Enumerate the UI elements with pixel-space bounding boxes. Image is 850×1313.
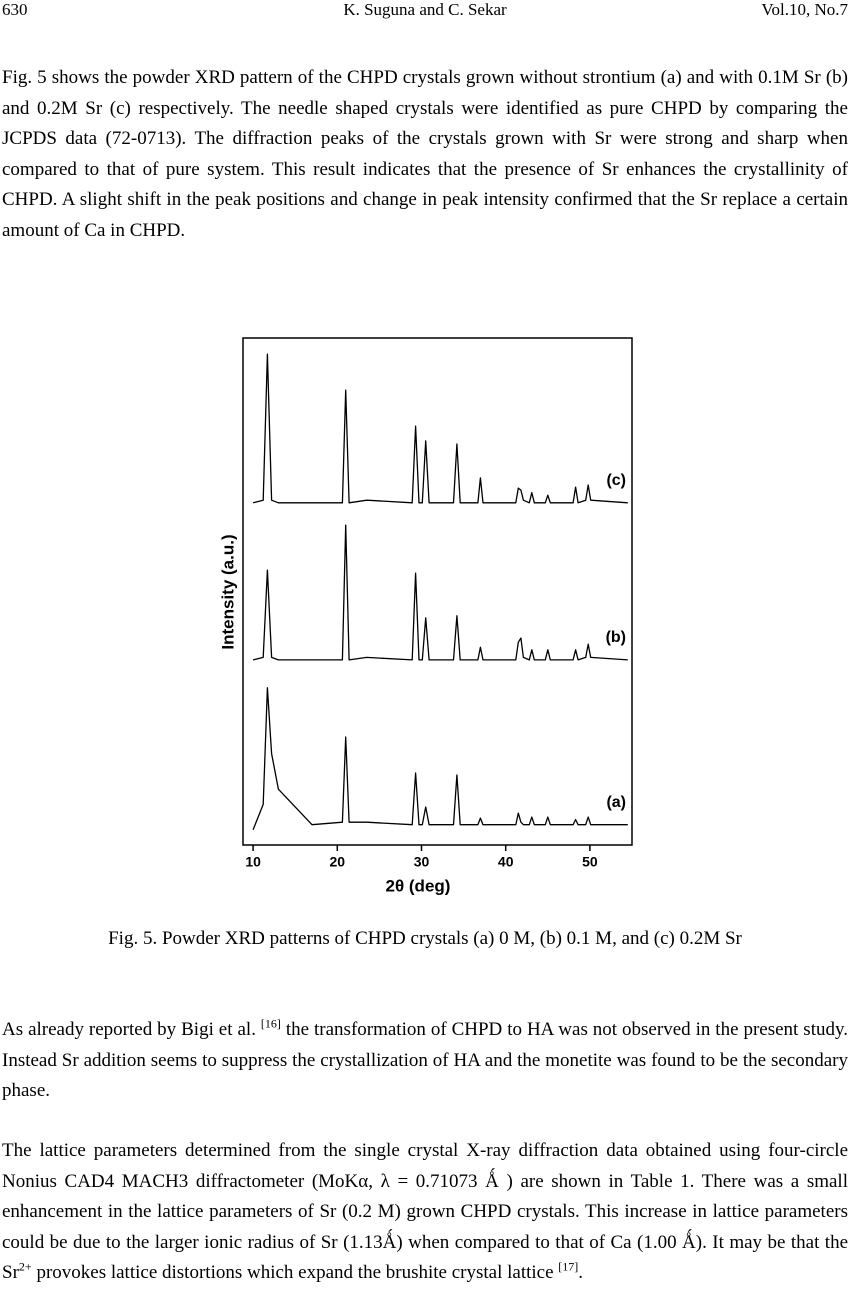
paragraph: As already reported by Bigi et al. [16] … [2, 1015, 848, 1107]
text: Fig. 5 shows the powder XRD pattern of t… [2, 67, 848, 241]
text: As already reported by Bigi et al. [2, 1019, 261, 1040]
citation: [16] [260, 1016, 281, 1031]
series-label: (b) [606, 629, 626, 646]
chart: 2θ (deg) Intensity (a.u.) 10 20 30 40 50 (a) (… [218, 337, 633, 895]
text: the transformation of CHPD to HA was not… [2, 1019, 848, 1101]
text: provokes lattice distortions which expan… [31, 1262, 559, 1283]
x-tick-label: 20 [330, 854, 346, 870]
x-tick-label: 10 [245, 854, 261, 870]
paragraph: Fig. 5 shows the powder XRD pattern of t… [2, 63, 848, 246]
x-tick-label: 40 [498, 854, 514, 870]
figure-caption: Fig. 5. Powder XRD patterns of CHPD crys… [108, 928, 742, 949]
xrd-line [252, 687, 628, 831]
paragraph: The lattice parameters determined from t… [2, 1136, 848, 1289]
series-label: (a) [606, 794, 626, 811]
x-tick-label: 30 [414, 854, 430, 870]
xrd-line [252, 524, 628, 661]
page-number: 630 [2, 0, 28, 19]
xrd-line [252, 353, 628, 504]
plot-frame [242, 337, 633, 846]
volume: Vol.10, No.7 [761, 0, 848, 19]
citation: [17] [558, 1259, 579, 1274]
text: The lattice parameters determined from t… [2, 1140, 848, 1283]
y-axis-label: Intensity (a.u.) [218, 534, 237, 649]
text: . [578, 1262, 584, 1283]
series-label: (c) [606, 472, 626, 489]
x-tick-label: 50 [582, 854, 598, 870]
superscript: 2+ [18, 1259, 32, 1274]
x-axis-label: 2θ (deg) [386, 876, 451, 895]
running-head: K. Suguna and C. Sekar [343, 0, 507, 19]
